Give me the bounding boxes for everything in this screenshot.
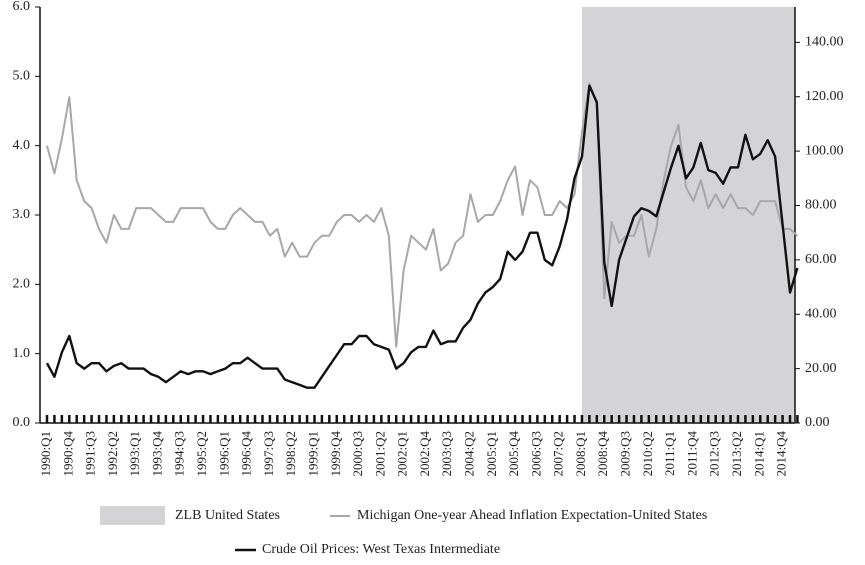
x-tick-label: 2009:Q3 <box>618 431 633 477</box>
x-tick-label: 2011:Q4 <box>684 431 699 477</box>
x-tick-label: 1996:Q4 <box>239 431 254 477</box>
x-tick-label: 2012:Q3 <box>707 431 722 477</box>
x-tick-label: 1992:Q2 <box>105 431 120 477</box>
x-tick-label: 2003:Q3 <box>439 431 454 477</box>
x-tick-label: 2000:Q3 <box>350 431 365 477</box>
zlb-shade <box>581 7 795 423</box>
y-tick-label: 3.0 <box>13 207 31 222</box>
x-tick-label: 1997:Q3 <box>261 431 276 477</box>
x-tick-label: 2010:Q2 <box>640 431 655 477</box>
y-tick-label: 0.0 <box>13 415 31 430</box>
y2-tick-label: 100.00 <box>805 143 844 158</box>
x-tick-label: 2006:Q3 <box>528 431 543 477</box>
y-tick-label: 4.0 <box>13 138 31 153</box>
x-tick-label: 1999:Q1 <box>305 431 320 477</box>
x-tick-label: 2001:Q2 <box>372 431 387 477</box>
legend-label: ZLB United States <box>175 508 280 523</box>
legend-label: Crude Oil Prices: West Texas Intermediat… <box>262 542 500 557</box>
y-tick-label: 5.0 <box>13 69 31 84</box>
x-tick-label: 1994:Q3 <box>172 431 187 477</box>
x-tick-label: 2007:Q2 <box>551 431 566 477</box>
legend-swatch <box>100 506 165 525</box>
x-tick-label: 1996:Q1 <box>216 431 231 477</box>
y2-tick-label: 20.00 <box>805 361 837 376</box>
y-tick-label: 2.0 <box>13 277 31 292</box>
y2-tick-label: 60.00 <box>805 252 837 267</box>
y2-tick-label: 0.00 <box>805 415 830 430</box>
legend-label: Michigan One-year Ahead Inflation Expect… <box>357 508 707 523</box>
series-line <box>45 84 799 389</box>
x-tick-label: 2008:Q1 <box>573 431 588 477</box>
y-tick-label: 1.0 <box>13 346 31 361</box>
y2-tick-label: 40.00 <box>805 306 837 321</box>
x-tick-label: 1999:Q4 <box>328 431 343 477</box>
x-tick-label: 1990:Q1 <box>38 431 53 477</box>
x-tick-label: 2005:Q1 <box>484 431 499 477</box>
x-tick-label: 2013:Q2 <box>729 431 744 477</box>
y-tick-label: 6.0 <box>13 0 31 14</box>
x-tick-label: 1998:Q2 <box>283 431 298 477</box>
y2-tick-label: 80.00 <box>805 198 837 213</box>
x-tick-label: 2011:Q1 <box>662 431 677 476</box>
x-tick-label: 2005:Q4 <box>506 431 521 477</box>
x-tick-label: 2014:Q1 <box>751 431 766 477</box>
x-tick-label: 1990:Q4 <box>60 431 75 477</box>
x-tick-label: 2014:Q4 <box>774 431 789 477</box>
x-tick-label: 2002:Q1 <box>395 431 410 477</box>
x-tick-label: 1993:Q4 <box>149 431 164 477</box>
series-line <box>46 82 799 348</box>
x-tick-label: 2002:Q4 <box>417 431 432 477</box>
x-tick-label: 1991:Q3 <box>83 431 98 477</box>
x-tick-label: 1993:Q1 <box>127 431 142 477</box>
x-tick-label: 2008:Q4 <box>595 431 610 477</box>
x-tick-label: 2004:Q2 <box>461 431 476 477</box>
y2-tick-label: 140.00 <box>805 35 844 50</box>
y2-tick-label: 120.00 <box>805 89 844 104</box>
x-tick-label: 1995:Q2 <box>194 431 209 477</box>
